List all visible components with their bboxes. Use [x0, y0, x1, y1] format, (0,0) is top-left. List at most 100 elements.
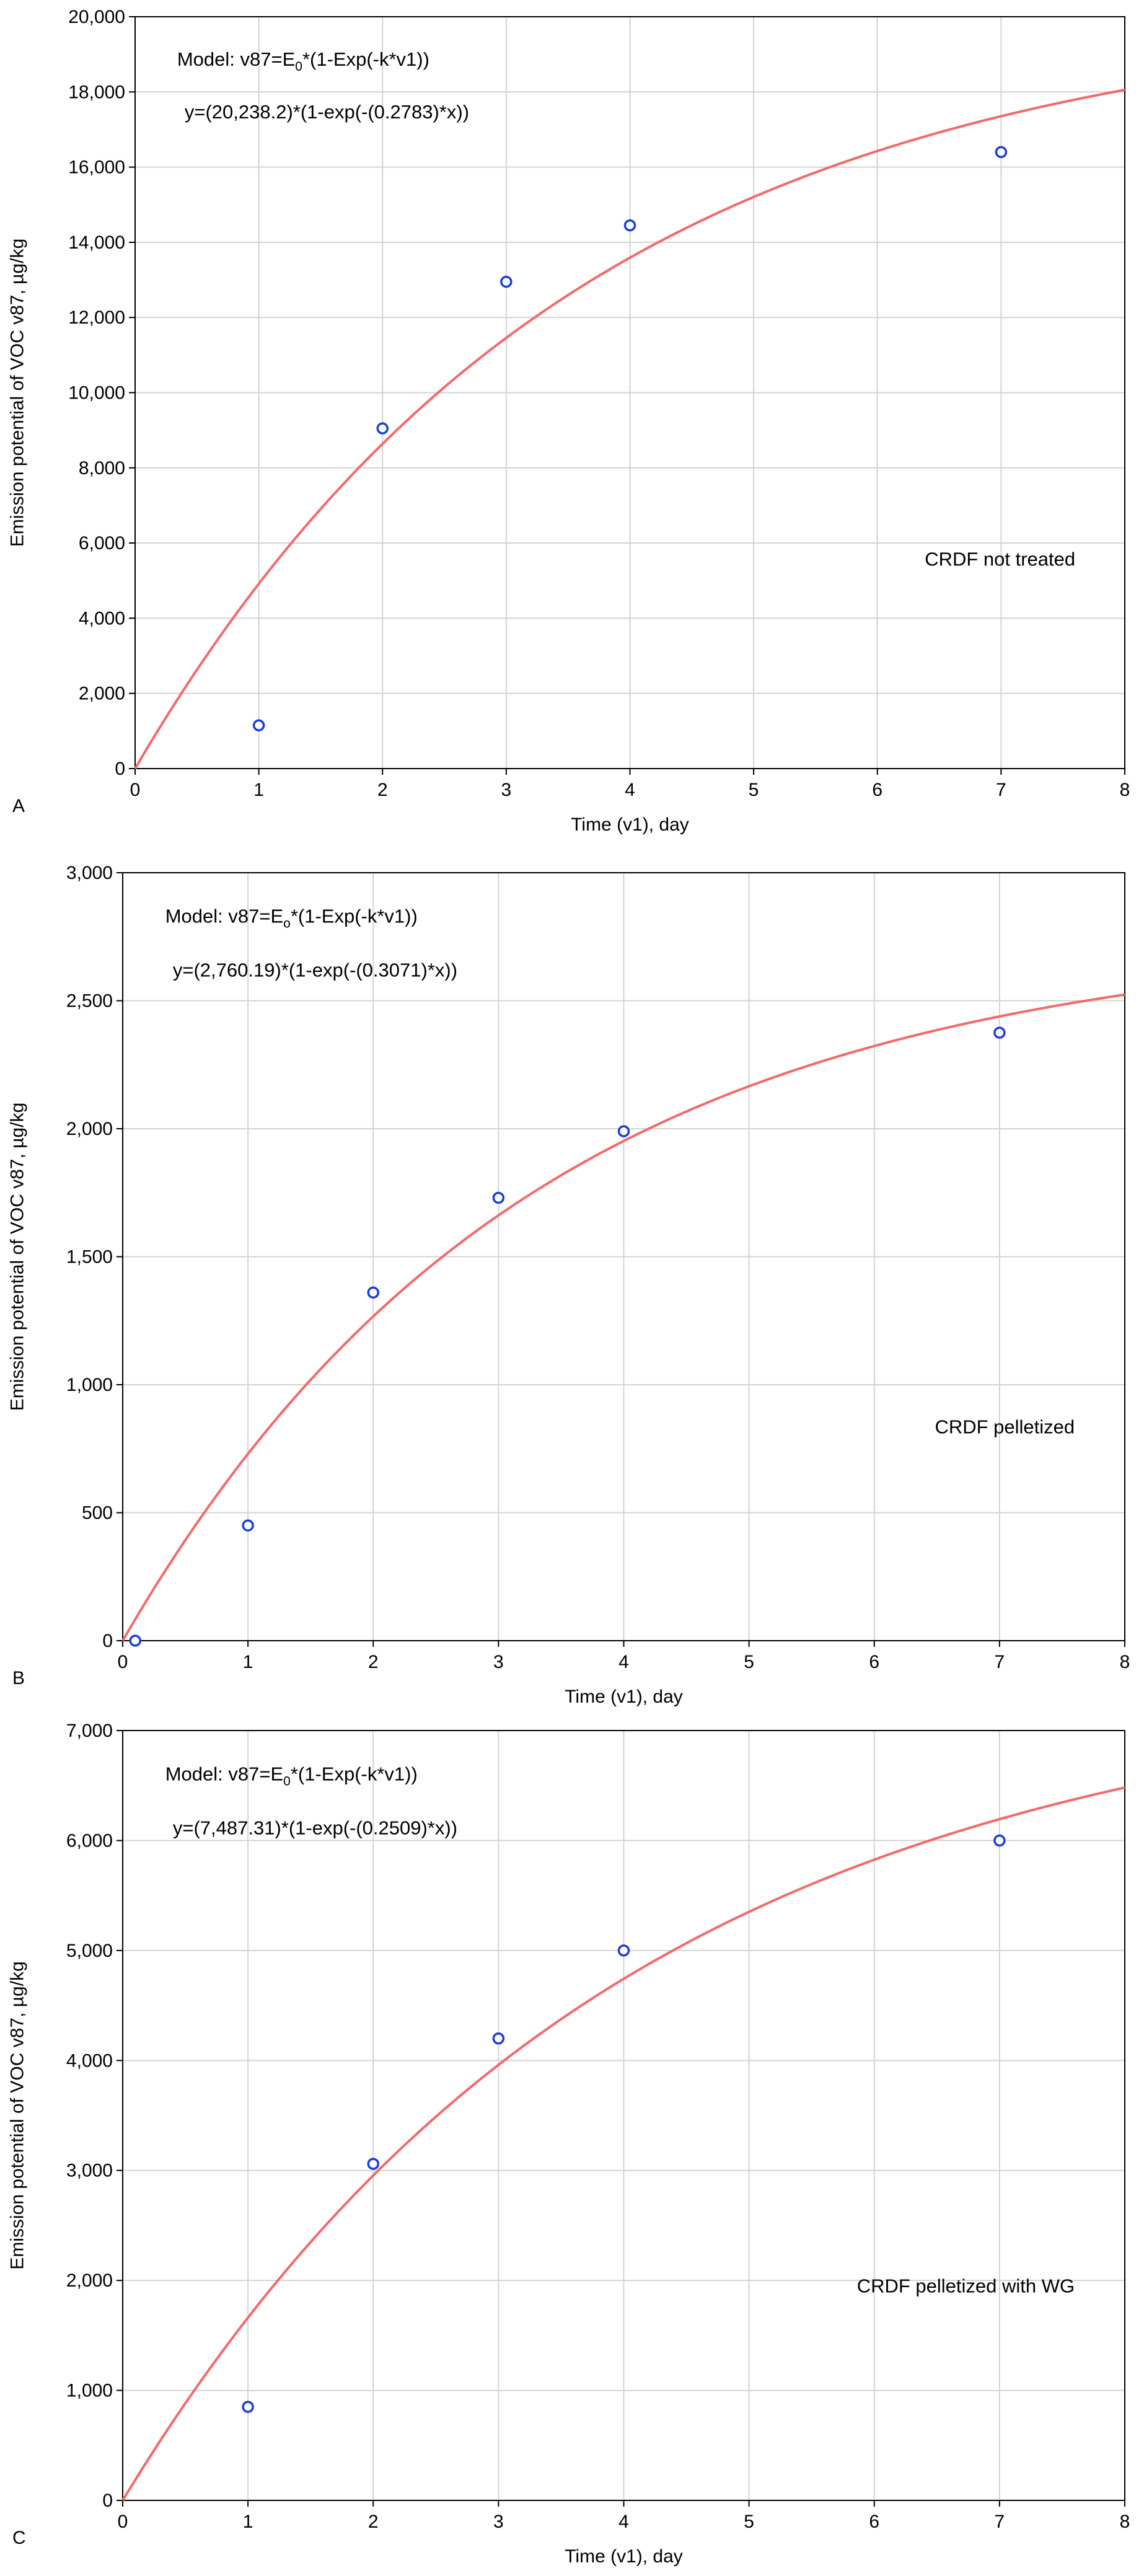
data-point: [367, 2158, 379, 2170]
data-point: [242, 1519, 254, 1532]
y-tick-label: 18,000: [68, 82, 125, 102]
model-text-prefix: Model: v87=E: [177, 48, 295, 70]
x-tick-label: 6: [869, 1652, 879, 1672]
x-tick-label: 1: [253, 780, 264, 800]
y-tick-label: 1,000: [66, 2381, 113, 2401]
x-tick-label: 8: [1120, 2512, 1130, 2532]
y-tick-label: 1,500: [66, 1247, 113, 1268]
x-tick-label: 5: [744, 1652, 754, 1672]
y-tick-label: 2,500: [66, 991, 113, 1012]
model-text-subscript: 0: [283, 1775, 291, 1789]
y-tick-label: 3,000: [66, 2161, 113, 2181]
chart-panel-c: 0 1 2 3 4 5 6 7 8 0 1,000 2,000 3,000 4,000 5,000 6,000…: [7, 1721, 1130, 2567]
y-tick-label: 2,000: [79, 684, 125, 704]
y-tick-label: 12,000: [68, 307, 125, 328]
x-tick-label: 4: [625, 780, 635, 800]
x-axis-title: Time (v1), day: [571, 814, 689, 835]
panel-label: A: [12, 796, 25, 816]
x-tick-label: 3: [493, 2512, 504, 2532]
y-tick-label: 1,000: [66, 1375, 113, 1395]
x-tick-label: 1: [243, 2512, 253, 2532]
panel-label: C: [12, 2528, 26, 2548]
y-axis-title: Emission potential of VOC v87, µg/kg: [7, 1103, 28, 1411]
y-tick-label: 500: [82, 1503, 113, 1524]
y-tick-label: 0: [102, 1631, 113, 1651]
y-tick-label: 6,000: [66, 1830, 113, 1851]
data-point: [242, 2401, 254, 2413]
condition-label: CRDF pelletized with WG: [857, 2275, 1075, 2297]
model-annotation: Model: v87=E0*(1-Exp(-k*v1)): [165, 1763, 418, 1789]
data-point: [129, 1634, 141, 1647]
y-axis-title: Emission potential of VOC v87, µg/kg: [7, 1961, 28, 2270]
y-tick-label: 7,000: [66, 1721, 113, 1741]
x-tick-label: 8: [1120, 780, 1130, 800]
data-point: [500, 275, 513, 288]
panel-label: B: [12, 1668, 25, 1688]
fit-curve: [121, 993, 1125, 1642]
data-point: [993, 1834, 1006, 1847]
y-tick-label: 0: [102, 2490, 113, 2511]
y-tick-label: 16,000: [68, 157, 125, 178]
chart-panel-b: 0 1 2 3 4 5 6 7 8 0 500 1,000 1,500 2,000 2,500 3,000 Ti…: [7, 863, 1130, 1707]
x-tick-label: 3: [493, 1652, 504, 1672]
fit-curve: [134, 89, 1125, 770]
data-point: [617, 1125, 630, 1137]
data-point: [492, 1191, 505, 1204]
condition-label: CRDF pelletized: [935, 1416, 1075, 1437]
model-text-suffix: *(1-Exp(-k*v1)): [291, 1763, 418, 1785]
x-tick-label: 6: [872, 780, 882, 800]
x-tick-label: 7: [996, 780, 1006, 800]
x-tick-label: 1: [243, 1652, 253, 1672]
y-tick-label: 4,000: [79, 608, 125, 629]
model-text-prefix: Model: v87=E: [165, 906, 283, 927]
model-text-subscript: 0: [295, 60, 302, 74]
y-tick-label: 3,000: [66, 863, 113, 883]
y-tick-label: 2,000: [66, 2270, 113, 2291]
equation-annotation: y=(2,760.19)*(1-exp(-(0.3071)*x)): [173, 959, 457, 981]
y-tick-label: 20,000: [68, 7, 125, 27]
x-tick-label: 2: [377, 780, 388, 800]
data-point: [995, 146, 1008, 159]
model-text-prefix: Model: v87=E: [165, 1763, 283, 1785]
model-text-suffix: *(1-Exp(-k*v1)): [291, 906, 418, 927]
data-point: [623, 219, 636, 232]
data-point: [993, 1026, 1006, 1039]
model-text-suffix: *(1-Exp(-k*v1)): [302, 48, 429, 70]
x-axis-title: Time (v1), day: [565, 1687, 683, 1707]
data-point: [492, 2032, 505, 2045]
fit-curve: [121, 1786, 1125, 2502]
data-point: [376, 422, 389, 434]
data-point: [367, 1286, 379, 1299]
x-axis-title: Time (v1), day: [565, 2546, 683, 2567]
y-tick-label: 6,000: [79, 533, 125, 554]
x-tick-label: 6: [869, 2512, 879, 2532]
x-tick-label: 0: [118, 2512, 128, 2532]
equation-annotation: y=(20,238.2)*(1-exp(-(0.2783)*x)): [185, 101, 469, 123]
y-tick-label: 8,000: [79, 458, 125, 479]
x-tick-label: 2: [368, 2512, 379, 2532]
condition-label: CRDF not treated: [925, 548, 1075, 570]
x-tick-label: 8: [1120, 1652, 1130, 1672]
y-tick-label: 2,000: [66, 1119, 113, 1139]
x-tick-label: 0: [118, 1652, 128, 1672]
data-point: [617, 1944, 630, 1957]
x-tick-label: 4: [618, 1652, 629, 1672]
y-tick-label: 0: [115, 759, 125, 779]
data-point: [252, 719, 265, 732]
x-tick-label: 0: [130, 780, 141, 800]
x-tick-label: 3: [501, 780, 512, 800]
y-axis-title: Emission potential of VOC v87, µg/kg: [7, 239, 28, 547]
equation-annotation: y=(7,487.31)*(1-exp(-(0.2509)*x)): [173, 1817, 457, 1839]
model-text-subscript: o: [283, 917, 291, 931]
x-tick-label: 5: [749, 780, 759, 800]
x-tick-label: 7: [995, 1652, 1005, 1672]
model-annotation: Model: v87=E0*(1-Exp(-k*v1)): [177, 48, 429, 74]
y-tick-label: 14,000: [68, 232, 125, 253]
chart-panel-a: 0 1 2 3 4 5 6 7 8 0 2,000 4,000 6,000 8,000 10,000 12,0…: [7, 7, 1130, 835]
y-tick-label: 4,000: [66, 2050, 113, 2071]
x-tick-label: 2: [368, 1652, 379, 1672]
x-tick-label: 5: [744, 2512, 754, 2532]
x-tick-label: 4: [618, 2512, 629, 2532]
y-tick-label: 5,000: [66, 1941, 113, 1961]
